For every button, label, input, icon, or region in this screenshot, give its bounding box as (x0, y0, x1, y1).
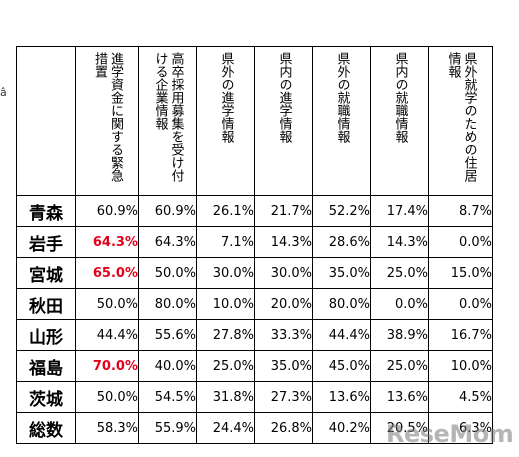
value-cell: 35.0% (254, 350, 313, 382)
value-cell: 8.7% (428, 195, 493, 227)
value-cell: 38.9% (370, 319, 429, 351)
value-cell: 0.0% (428, 288, 493, 320)
value-cell: 20.0% (254, 288, 313, 320)
value-cell: 52.2% (312, 195, 371, 227)
value-cell: 64.3% (75, 226, 139, 258)
value-cell: 0.0% (428, 226, 493, 258)
col-header-company-info: 高卒採用募集を受け付ける企業情報 (138, 46, 197, 196)
survey-table: 進学資金に関する緊急措置 高卒採用募集を受け付ける企業情報 県外の進学情報 県内… (16, 46, 493, 444)
value-cell: 50.0% (75, 381, 139, 413)
prefecture-cell: 山形 (16, 319, 76, 351)
value-cell: 15.0% (428, 257, 493, 289)
col-header-label: 県外の進学情報 (218, 51, 234, 143)
prefecture-cell: 総数 (16, 412, 76, 444)
value-cell: 40.0% (138, 350, 197, 382)
value-cell: 64.3% (138, 226, 197, 258)
prefecture-cell: 福島 (16, 350, 76, 382)
value-cell: 21.7% (254, 195, 313, 227)
value-cell: 80.0% (312, 288, 371, 320)
prefecture-cell: 秋田 (16, 288, 76, 320)
value-cell: 30.0% (254, 257, 313, 289)
col-header-out-pref-job: 県外の就職情報 (312, 46, 371, 196)
value-cell: 45.0% (312, 350, 371, 382)
edge-mark: â (0, 86, 7, 99)
value-cell: 0.0% (370, 288, 429, 320)
header-row: 進学資金に関する緊急措置 高卒採用募集を受け付ける企業情報 県外の進学情報 県内… (16, 46, 493, 196)
value-cell: 24.4% (196, 412, 255, 444)
value-cell: 50.0% (75, 288, 139, 320)
value-cell: 60.9% (138, 195, 197, 227)
value-cell: 27.8% (196, 319, 255, 351)
value-cell: 28.6% (312, 226, 371, 258)
table-row: 青森 60.9% 60.9% 26.1% 21.7% 52.2% 17.4% 8… (16, 195, 493, 227)
value-cell: 13.6% (312, 381, 371, 413)
value-cell: 20.5% (370, 412, 429, 444)
table-row: 福島 70.0% 40.0% 25.0% 35.0% 45.0% 25.0% 1… (16, 350, 493, 382)
value-cell: 14.3% (254, 226, 313, 258)
value-cell: 65.0% (75, 257, 139, 289)
table-row-total: 総数 58.3% 55.9% 24.4% 26.8% 40.2% 20.5% 6… (16, 412, 493, 444)
col-header-label: 高卒採用募集を受け付ける企業情報 (152, 51, 184, 182)
value-cell: 70.0% (75, 350, 139, 382)
value-cell: 17.4% (370, 195, 429, 227)
prefecture-cell: 青森 (16, 195, 76, 227)
col-header-label: 県内の進学情報 (276, 51, 292, 143)
value-cell: 4.5% (428, 381, 493, 413)
value-cell: 60.9% (75, 195, 139, 227)
value-cell: 26.1% (196, 195, 255, 227)
value-cell: 6.3% (428, 412, 493, 444)
value-cell: 10.0% (428, 350, 493, 382)
table-row: 秋田 50.0% 80.0% 10.0% 20.0% 80.0% 0.0% 0.… (16, 288, 493, 320)
prefecture-cell: 宮城 (16, 257, 76, 289)
col-header-in-pref-job: 県内の就職情報 (370, 46, 429, 196)
prefecture-cell: 茨城 (16, 381, 76, 413)
value-cell: 54.5% (138, 381, 197, 413)
value-cell: 44.4% (75, 319, 139, 351)
value-cell: 13.6% (370, 381, 429, 413)
value-cell: 55.6% (138, 319, 197, 351)
value-cell: 35.0% (312, 257, 371, 289)
col-header-label: 県外就学のための住居情報 (445, 51, 477, 182)
value-cell: 27.3% (254, 381, 313, 413)
col-header-label: 進学資金に関する緊急措置 (92, 51, 123, 182)
value-cell: 58.3% (75, 412, 139, 444)
table-row: 宮城 65.0% 50.0% 30.0% 30.0% 35.0% 25.0% 1… (16, 257, 493, 289)
value-cell: 33.3% (254, 319, 313, 351)
value-cell: 25.0% (196, 350, 255, 382)
prefecture-cell: 岩手 (16, 226, 76, 258)
value-cell: 26.8% (254, 412, 313, 444)
value-cell: 44.4% (312, 319, 371, 351)
value-cell: 50.0% (138, 257, 197, 289)
table-row: 山形 44.4% 55.6% 27.8% 33.3% 44.4% 38.9% 1… (16, 319, 493, 351)
value-cell: 16.7% (428, 319, 493, 351)
corner-cell (16, 46, 76, 196)
col-header-label: 県内の就職情報 (392, 51, 408, 143)
col-header-out-pref-study: 県外の進学情報 (196, 46, 255, 196)
col-header-in-pref-study: 県内の進学情報 (254, 46, 313, 196)
value-cell: 25.0% (370, 257, 429, 289)
table-row: 岩手 64.3% 64.3% 7.1% 14.3% 28.6% 14.3% 0.… (16, 226, 493, 258)
value-cell: 55.9% (138, 412, 197, 444)
col-header-emergency-funding: 進学資金に関する緊急措置 (75, 46, 139, 196)
value-cell: 31.8% (196, 381, 255, 413)
col-header-label: 県外の就職情報 (334, 51, 350, 143)
table-row: 茨城 50.0% 54.5% 31.8% 27.3% 13.6% 13.6% 4… (16, 381, 493, 413)
value-cell: 14.3% (370, 226, 429, 258)
value-cell: 10.0% (196, 288, 255, 320)
col-header-housing: 県外就学のための住居情報 (428, 46, 493, 196)
value-cell: 25.0% (370, 350, 429, 382)
value-cell: 7.1% (196, 226, 255, 258)
value-cell: 30.0% (196, 257, 255, 289)
value-cell: 80.0% (138, 288, 197, 320)
value-cell: 40.2% (312, 412, 371, 444)
